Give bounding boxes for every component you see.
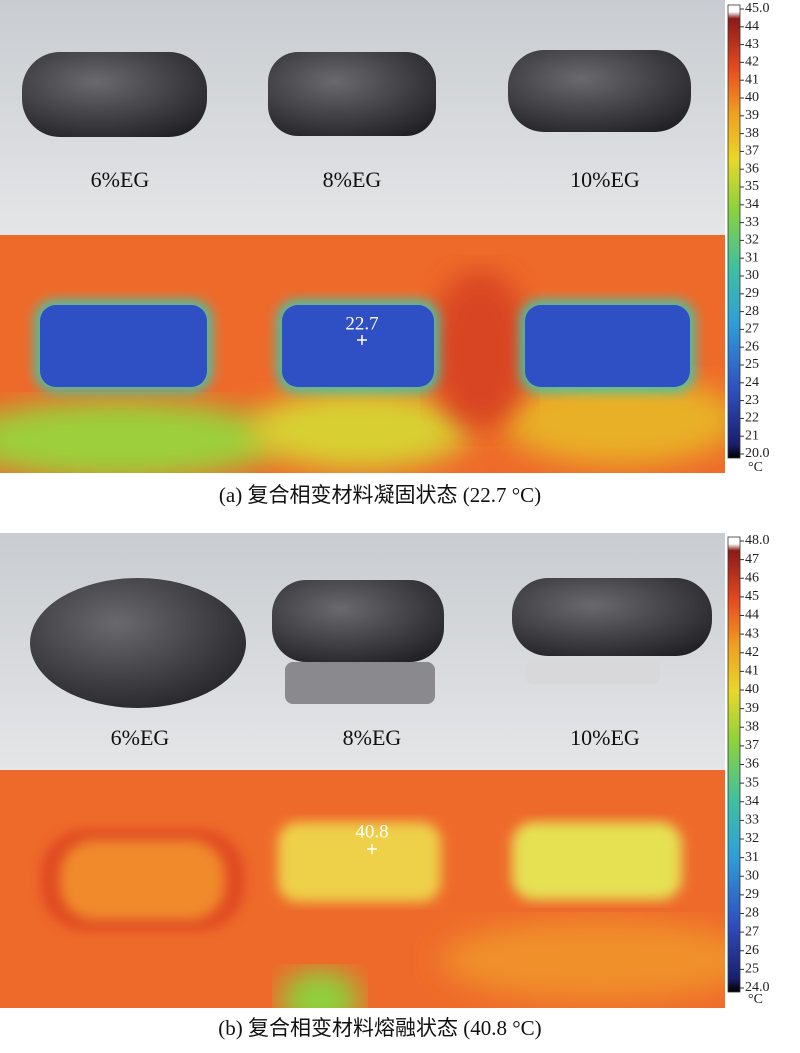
colorbar [727, 536, 741, 993]
colorbar-tick-label: 24 [745, 375, 759, 390]
colorbar-tick-label: 39 [745, 108, 759, 123]
sample [272, 580, 444, 662]
caption: (a) 复合相变材料凝固状态 (22.7 °C) [219, 483, 541, 507]
sample-label: 8%EG [343, 725, 402, 750]
colorbar-tick-label: 37 [745, 144, 759, 159]
colorbar-tick-label: 31 [745, 250, 759, 265]
sample [508, 50, 691, 132]
sample-label: 6%EG [111, 725, 170, 750]
sample [22, 52, 207, 137]
colorbar-tick-label: 38 [745, 126, 759, 141]
colorbar-tick-label: 45 [745, 589, 759, 604]
colorbar-tick-label: 48.0 [745, 533, 770, 548]
colorbar-tick-label: 34 [745, 794, 759, 809]
colorbar-tick-label: 37 [745, 738, 759, 753]
colorbar-tick-label: 27 [745, 924, 759, 939]
colorbar-tick-label: 30 [745, 868, 759, 883]
colorbar-tick-label: 42 [745, 645, 759, 660]
colorbar-tick-label: 28 [745, 304, 759, 319]
colorbar-tick-label: 25 [745, 357, 759, 372]
spot-marker [357, 335, 367, 345]
colorbar [727, 4, 741, 459]
colorbar-tick-label: 22 [745, 411, 759, 426]
sample-label: 10%EG [570, 725, 640, 750]
colorbar-tick-label: 33 [745, 215, 759, 230]
colorbar-tick-label: 45.0 [745, 1, 770, 16]
colorbar-tick-label: 29 [745, 286, 759, 301]
thermal-image [0, 235, 725, 473]
sample [512, 578, 712, 656]
colorbar-tick-label: 26 [745, 943, 759, 958]
sample [30, 578, 246, 708]
colorbar-tick-label: 20.0 [745, 446, 770, 461]
colorbar-tick-label: 32 [745, 831, 759, 846]
colorbar-unit: °C [748, 992, 763, 1007]
colorbar-tick-label: 44 [745, 608, 759, 623]
colorbar-tick-label: 43 [745, 37, 759, 52]
sample-label: 6%EG [91, 167, 150, 192]
colorbar-tick-label: 47 [745, 552, 759, 567]
colorbar-tick-label: 36 [745, 161, 759, 176]
colorbar-tick-label: 36 [745, 757, 759, 772]
colorbar-tick-label: 30 [745, 268, 759, 283]
colorbar-tick-label: 29 [745, 887, 759, 902]
colorbar-tick-label: 46 [745, 570, 759, 585]
colorbar-tick-label: 33 [745, 813, 759, 828]
colorbar-tick-label: 44 [745, 19, 759, 34]
sample-label: 8%EG [323, 167, 382, 192]
colorbar-tick-label: 25 [745, 962, 759, 977]
colorbar-tick-label: 34 [745, 197, 759, 212]
thermal-image [0, 770, 725, 1008]
colorbar-tick-label: 38 [745, 719, 759, 734]
colorbar-tick-label: 24.0 [745, 980, 770, 995]
colorbar-tick-label: 35 [745, 775, 759, 790]
melt-residue [285, 662, 435, 704]
colorbar-tick-label: 28 [745, 906, 759, 921]
sample-label: 10%EG [570, 167, 640, 192]
colorbar-tick-label: 26 [745, 339, 759, 354]
colorbar-tick-label: 39 [745, 701, 759, 716]
caption: (b) 复合相变材料熔融状态 (40.8 °C) [218, 1016, 541, 1040]
sample [268, 52, 436, 136]
melt-residue [525, 660, 660, 684]
spot-reading: 22.7 [345, 313, 378, 334]
colorbar-tick-label: 31 [745, 850, 759, 865]
colorbar-tick-label: 23 [745, 393, 759, 408]
colorbar-unit: °C [748, 460, 763, 475]
spot-reading: 40.8 [355, 821, 388, 842]
colorbar-tick-label: 21 [745, 428, 759, 443]
colorbar-tick-label: 40 [745, 90, 759, 105]
colorbar-tick-label: 27 [745, 322, 759, 337]
colorbar-tick-label: 42 [745, 55, 759, 70]
colorbar-tick-label: 43 [745, 626, 759, 641]
colorbar-tick-label: 41 [745, 664, 759, 679]
colorbar-tick-label: 32 [745, 233, 759, 248]
colorbar-tick-label: 40 [745, 682, 759, 697]
colorbar-tick-label: 35 [745, 179, 759, 194]
colorbar-tick-label: 41 [745, 72, 759, 87]
spot-marker [367, 844, 377, 854]
